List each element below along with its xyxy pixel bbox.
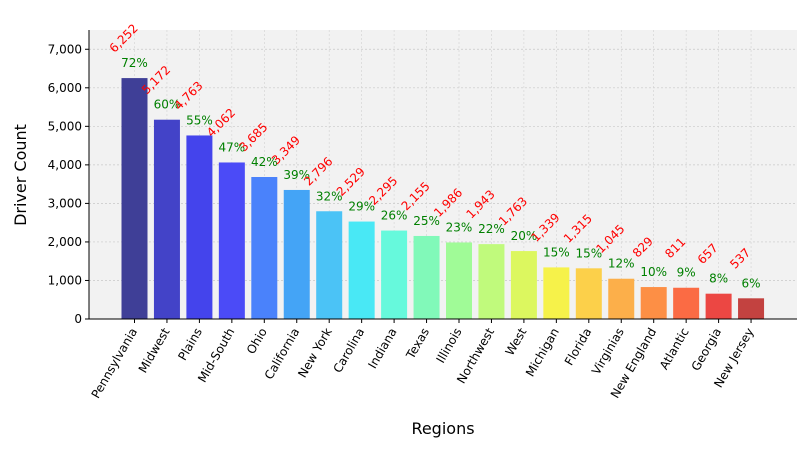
bar — [153, 119, 180, 319]
x-tick-label: Illinois — [433, 326, 464, 366]
y-tick-label: 6,000 — [48, 81, 82, 95]
x-tick-label: Indiana — [365, 326, 399, 371]
bars — [121, 78, 765, 319]
y-tick-label: 2,000 — [48, 235, 82, 249]
percent-label: 15% — [575, 246, 602, 260]
percent-label: 10% — [640, 265, 667, 279]
bar — [738, 298, 765, 319]
percent-label: 60% — [154, 98, 181, 112]
percent-label: 32% — [316, 189, 343, 203]
bar — [218, 162, 245, 319]
y-tick-label: 7,000 — [48, 42, 82, 56]
x-tick-label: Georgia — [689, 326, 725, 374]
bar — [673, 287, 700, 319]
bar — [510, 251, 537, 319]
bar — [316, 211, 343, 319]
percent-label: 47% — [219, 140, 246, 154]
percent-label: 42% — [251, 155, 278, 169]
percent-label: 29% — [348, 200, 375, 214]
x-tick-label: Texas — [403, 326, 432, 363]
percent-label: 72% — [121, 56, 148, 70]
bar — [283, 189, 310, 319]
bar — [381, 230, 408, 319]
bar — [608, 278, 635, 319]
x-tick-label: Ohio — [244, 326, 270, 357]
percent-label: 23% — [446, 220, 473, 234]
bar — [348, 221, 375, 319]
bar — [121, 78, 148, 319]
percent-label: 22% — [478, 222, 505, 236]
y-tick-label: 3,000 — [48, 196, 82, 210]
y-tick-label: 4,000 — [48, 158, 82, 172]
percent-label: 25% — [413, 214, 440, 228]
bar — [705, 293, 732, 319]
bar — [413, 235, 440, 319]
bar — [543, 267, 570, 319]
percent-label: 12% — [608, 257, 635, 271]
y-axis: 0 1,000 2,000 3,000 4,000 5,000 6,000 7,000 — [48, 42, 89, 326]
bar — [640, 287, 667, 319]
percent-label: 8% — [709, 272, 728, 286]
percent-label: 39% — [283, 168, 310, 182]
x-tick-label: West — [503, 325, 530, 358]
y-axis-title: Driver Count — [11, 124, 30, 226]
percent-label: 55% — [186, 113, 213, 127]
percent-label: 15% — [543, 245, 570, 259]
percent-label: 9% — [677, 266, 696, 280]
y-tick-label: 0 — [74, 312, 82, 326]
bar — [575, 268, 602, 319]
bar — [446, 242, 472, 319]
y-tick-label: 1,000 — [48, 273, 82, 287]
x-tick-label: Midwest — [136, 325, 173, 375]
x-tick-label: Carolina — [330, 326, 367, 376]
percent-label: 26% — [381, 209, 408, 223]
x-tick-label: Atlantic — [657, 326, 692, 373]
percent-label: 20% — [511, 229, 538, 243]
bar — [251, 177, 278, 319]
percent-label: 6% — [742, 276, 761, 290]
x-tick-label: Florida — [562, 326, 595, 368]
bar — [478, 244, 505, 319]
y-tick-label: 5,000 — [48, 119, 82, 133]
x-tick-label: Plains — [175, 326, 205, 363]
x-tick-label: Pennsylvania — [89, 326, 141, 401]
x-axis-title: Regions — [411, 419, 474, 438]
bar — [186, 135, 213, 319]
